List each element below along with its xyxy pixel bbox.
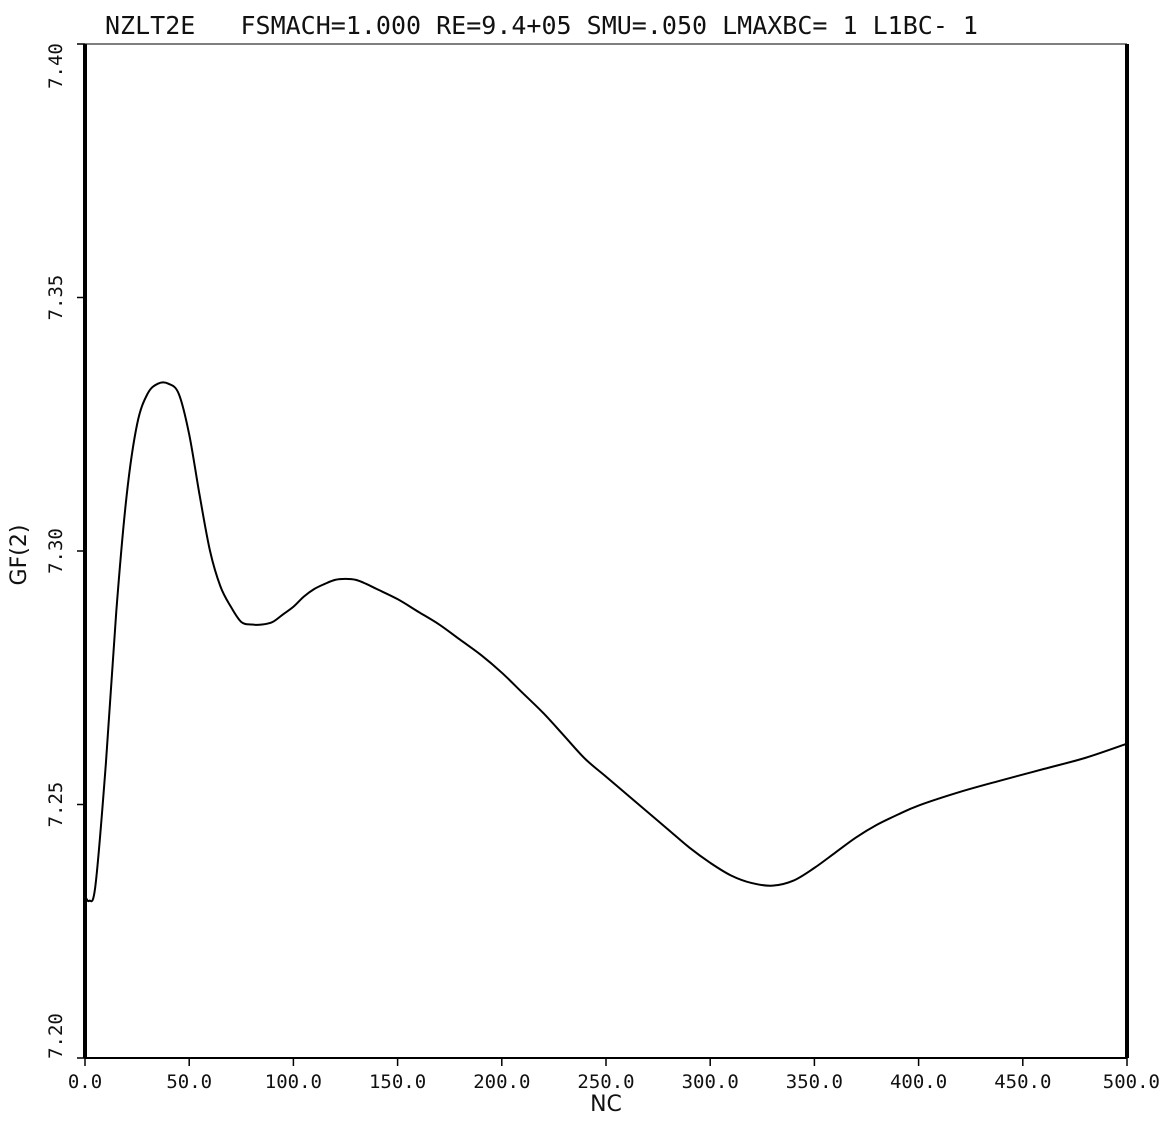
y-tick-label: 7.30	[45, 528, 67, 574]
x-tick-label: 50.0	[166, 1071, 212, 1093]
x-tick-label: 400.0	[890, 1071, 947, 1093]
chart-title: NZLT2E FSMACH=1.000 RE=9.4+05 SMU=.050 L…	[105, 11, 978, 40]
x-tick-label: 500.0	[1103, 1071, 1160, 1093]
y-tick-label: 7.40	[45, 43, 67, 89]
x-tick-label: 0.0	[68, 1071, 102, 1093]
x-tick-label: 100.0	[265, 1071, 322, 1093]
gf2-series-line	[84, 381, 1128, 903]
x-tick-label: 200.0	[473, 1071, 530, 1093]
y-tick-label: 7.20	[45, 1013, 67, 1059]
y-tick-label: 7.25	[45, 782, 67, 828]
y-axis-label: GF(2)	[7, 525, 32, 586]
x-tick-label: 450.0	[994, 1071, 1051, 1093]
x-tick-label: 150.0	[369, 1071, 426, 1093]
axis-ticks: 0.0 50.0 100.0 150.0 200.0 250.0 300.0 350.0 400…	[45, 43, 1160, 1093]
x-tick-label: 300.0	[682, 1071, 739, 1093]
x-axis-label: NC	[590, 1092, 622, 1117]
x-tick-label: 250.0	[577, 1071, 634, 1093]
plot-frame	[83, 43, 1129, 1059]
y-tick-label: 7.35	[45, 275, 67, 321]
x-tick-label: 350.0	[786, 1071, 843, 1093]
